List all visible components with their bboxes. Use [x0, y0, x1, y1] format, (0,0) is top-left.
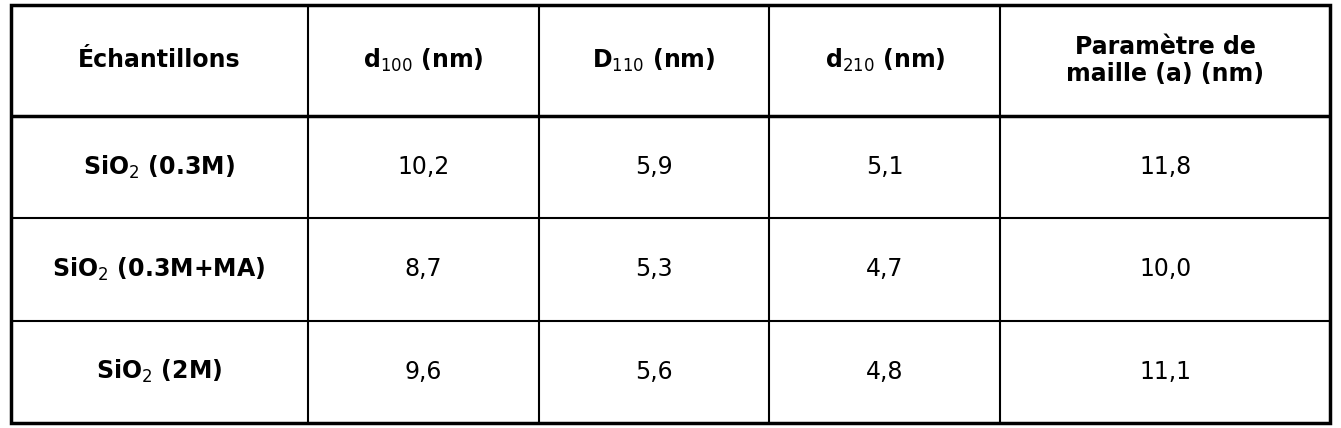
Text: 5,3: 5,3: [636, 257, 673, 281]
Text: 5,6: 5,6: [636, 360, 673, 383]
Text: 4,8: 4,8: [866, 360, 904, 383]
Text: 4,7: 4,7: [866, 257, 904, 281]
Text: d$_{210}$ (nm): d$_{210}$ (nm): [825, 47, 945, 74]
Text: 9,6: 9,6: [405, 360, 441, 383]
Text: SiO$_2$ (2M): SiO$_2$ (2M): [97, 358, 223, 385]
Text: Paramètre de
maille (a) (nm): Paramètre de maille (a) (nm): [1066, 35, 1265, 86]
Text: D$_{110}$ (nm): D$_{110}$ (nm): [593, 47, 716, 74]
Text: 10,0: 10,0: [1140, 257, 1191, 281]
Text: 5,9: 5,9: [636, 155, 673, 179]
Text: 10,2: 10,2: [397, 155, 449, 179]
Text: d$_{100}$ (nm): d$_{100}$ (nm): [363, 47, 483, 74]
Text: 11,1: 11,1: [1140, 360, 1191, 383]
Text: 11,8: 11,8: [1140, 155, 1191, 179]
Text: Échantillons: Échantillons: [78, 48, 240, 72]
Text: 8,7: 8,7: [405, 257, 441, 281]
Text: SiO$_2$ (0.3M+MA): SiO$_2$ (0.3M+MA): [52, 256, 266, 283]
Text: 5,1: 5,1: [866, 155, 904, 179]
Text: SiO$_2$ (0.3M): SiO$_2$ (0.3M): [83, 153, 235, 181]
